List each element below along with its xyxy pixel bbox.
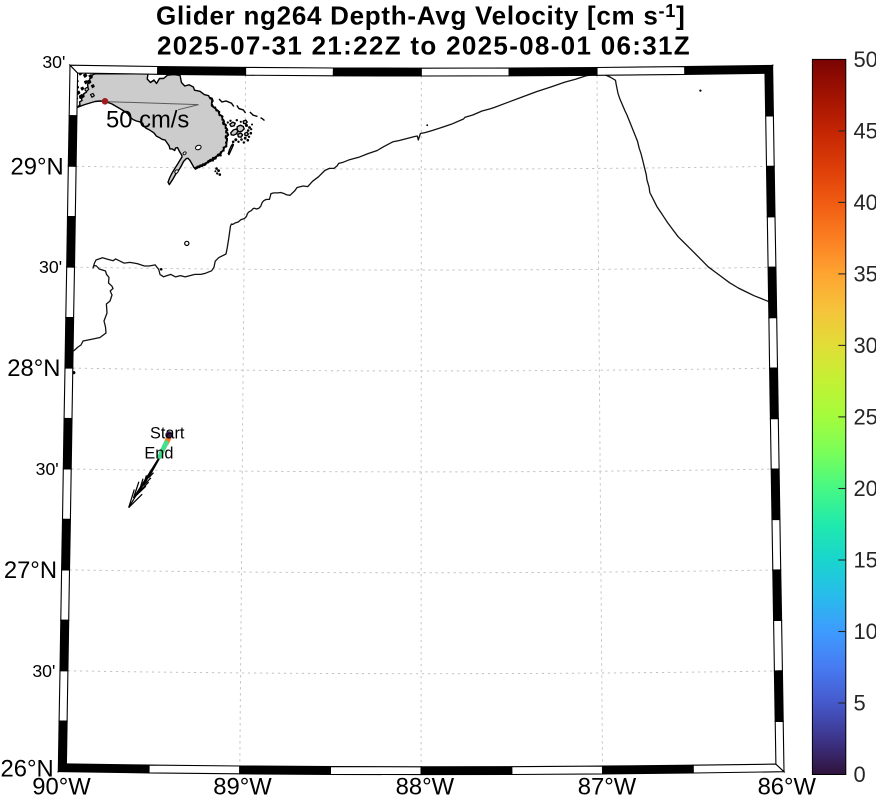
- svg-text:5: 5: [854, 691, 866, 716]
- svg-text:90°W: 90°W: [32, 774, 91, 796]
- svg-text:30': 30': [36, 459, 59, 479]
- svg-text:27°N: 27°N: [4, 557, 57, 584]
- svg-text:Start: Start: [150, 425, 185, 443]
- svg-text:89°W: 89°W: [213, 774, 272, 796]
- svg-text:0: 0: [854, 762, 866, 787]
- svg-text:30': 30': [32, 661, 55, 681]
- svg-text:End: End: [144, 444, 173, 462]
- svg-text:10: 10: [854, 619, 876, 644]
- svg-text:15: 15: [854, 548, 876, 573]
- svg-text:Glider ng264 Depth-Avg Velocit: Glider ng264 Depth-Avg Velocity [cm s-1]: [156, 1, 686, 31]
- svg-text:30': 30': [42, 52, 65, 72]
- svg-text:50 cm/s: 50 cm/s: [106, 107, 189, 134]
- svg-text:2025-07-31 21:22Z to 2025-08-0: 2025-07-31 21:22Z to 2025-08-01 06:31Z: [157, 31, 691, 61]
- svg-text:35: 35: [854, 261, 876, 286]
- svg-text:25: 25: [854, 404, 876, 429]
- svg-text:50: 50: [854, 47, 876, 72]
- svg-text:28°N: 28°N: [7, 355, 60, 382]
- svg-text:87°W: 87°W: [578, 774, 637, 796]
- svg-text:88°W: 88°W: [396, 774, 455, 796]
- svg-text:45: 45: [854, 118, 876, 143]
- svg-text:30: 30: [854, 333, 876, 358]
- svg-text:86°W: 86°W: [758, 774, 817, 796]
- svg-text:29°N: 29°N: [11, 153, 64, 180]
- svg-text:40: 40: [854, 190, 876, 215]
- svg-text:20: 20: [854, 476, 876, 501]
- svg-text:30': 30': [39, 257, 62, 277]
